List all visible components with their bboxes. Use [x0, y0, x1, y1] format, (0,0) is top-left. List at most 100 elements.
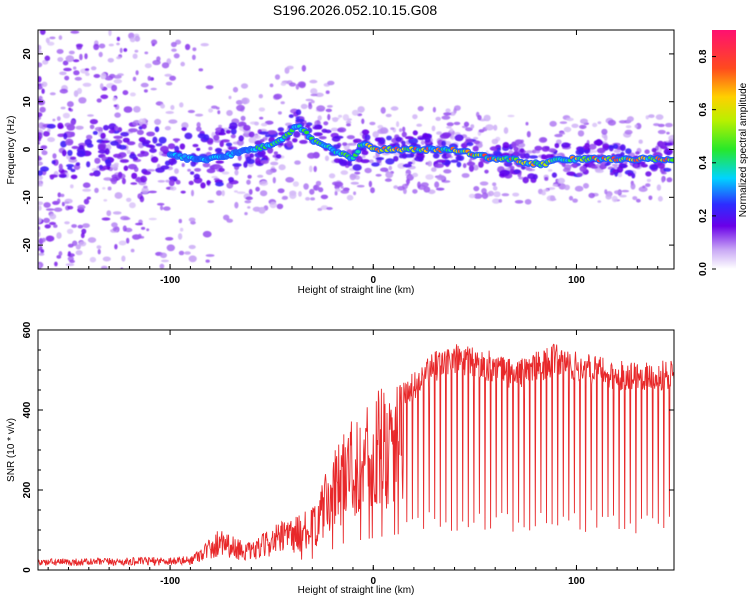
noise-blob — [618, 120, 627, 124]
band-blob — [496, 147, 501, 151]
noise-blob — [636, 198, 641, 203]
noise-blob — [82, 223, 90, 229]
noise-blob — [473, 136, 479, 140]
noise-blob — [165, 237, 174, 241]
noise-blob — [259, 116, 264, 120]
noise-blob — [473, 186, 480, 192]
band-blob — [167, 143, 176, 150]
band-blob — [97, 149, 108, 154]
band-blob — [625, 148, 632, 155]
noise-blob — [241, 97, 250, 105]
noise-blob — [473, 193, 483, 199]
noise-blob — [563, 126, 572, 133]
noise-blob — [58, 251, 63, 257]
noise-blob — [203, 275, 211, 278]
band-blob — [401, 131, 407, 138]
noise-blob — [70, 184, 74, 189]
noise-blob — [123, 48, 128, 52]
noise-blob — [621, 189, 630, 193]
noise-blob — [390, 127, 395, 130]
band-blob — [193, 173, 200, 180]
band-blob — [228, 125, 237, 130]
band-blob — [664, 142, 673, 146]
noise-blob — [164, 73, 172, 77]
band-blob — [583, 149, 590, 153]
band-blob — [576, 172, 583, 177]
noise-blob — [342, 114, 350, 121]
noise-blob — [412, 172, 419, 178]
band-blob — [375, 137, 382, 141]
noise-blob — [188, 255, 197, 263]
noise-blob — [64, 221, 70, 225]
noise-blob — [443, 169, 452, 174]
noise-blob — [547, 169, 553, 172]
noise-blob — [525, 121, 529, 126]
noise-blob — [635, 122, 642, 130]
band-blob — [38, 170, 43, 176]
noise-blob — [119, 47, 123, 54]
noise-blob — [165, 81, 173, 86]
noise-blob — [346, 123, 351, 127]
noise-blob — [97, 142, 107, 150]
noise-blob — [239, 122, 246, 128]
band-blob — [439, 133, 450, 139]
noise-blob — [274, 74, 281, 80]
noise-blob — [98, 43, 106, 49]
noise-blob — [346, 194, 354, 201]
noise-blob — [259, 180, 269, 186]
noise-blob — [441, 115, 451, 120]
spectrogram-y-label: Frequency (Hz) — [6, 116, 17, 185]
noise-blob — [160, 103, 166, 109]
noise-blob — [544, 176, 549, 181]
band-blob — [128, 128, 138, 133]
noise-blob — [43, 202, 51, 208]
noise-blob — [85, 72, 90, 77]
band-blob — [196, 147, 201, 151]
noise-blob — [146, 228, 150, 232]
band-blob — [118, 144, 127, 150]
band-blob — [473, 140, 481, 145]
band-blob — [457, 155, 465, 161]
noise-blob — [86, 134, 93, 140]
band-blob — [105, 161, 112, 168]
noise-blob — [45, 37, 50, 44]
band-blob — [405, 136, 414, 140]
noise-blob — [62, 60, 69, 66]
band-blob — [417, 137, 426, 141]
noise-blob — [179, 227, 184, 232]
noise-blob — [372, 131, 380, 138]
noise-blob — [118, 240, 127, 246]
noise-blob — [211, 105, 218, 109]
y-tick-label: 200 — [22, 481, 33, 498]
noise-blob — [351, 109, 359, 116]
noise-blob — [645, 183, 651, 188]
band-blob — [532, 174, 538, 180]
band-blob — [402, 163, 412, 168]
noise-blob — [320, 194, 329, 200]
noise-blob — [38, 122, 44, 129]
noise-blob — [402, 126, 406, 133]
noise-blob — [557, 177, 565, 184]
noise-blob — [345, 120, 352, 125]
band-blob — [499, 169, 510, 177]
band-blob — [181, 127, 187, 131]
y-tick-label: 0 — [22, 146, 33, 152]
band-blob — [385, 158, 395, 165]
noise-blob — [65, 263, 75, 267]
noise-blob — [106, 210, 112, 217]
noise-blob — [108, 30, 112, 37]
noise-blob — [73, 70, 80, 76]
band-blob — [295, 109, 302, 116]
band-blob — [543, 156, 549, 160]
noise-blob — [38, 85, 43, 90]
band-blob — [49, 174, 58, 178]
band-blob — [633, 163, 638, 169]
page-title: S196.2026.052.10.15.G08 — [272, 2, 438, 18]
noise-blob — [301, 65, 307, 72]
noise-blob — [121, 255, 126, 262]
noise-blob — [385, 171, 394, 178]
band-blob — [154, 126, 160, 133]
noise-blob — [425, 174, 434, 180]
noise-blob — [406, 174, 414, 181]
